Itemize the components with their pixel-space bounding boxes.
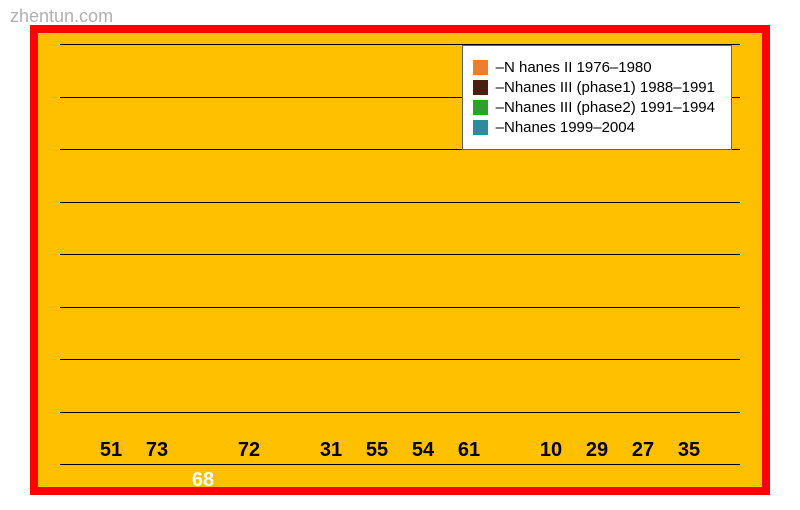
- bar-value-label: 31: [309, 439, 353, 462]
- watermark-text: zhentun.com: [10, 6, 113, 27]
- legend-item: –Nhanes III (phase2) 1991–1994: [473, 99, 715, 116]
- legend-swatch: [473, 120, 488, 135]
- legend-item: –Nhanes 1999–2004: [473, 119, 715, 136]
- legend-label: –Nhanes 1999–2004: [496, 119, 635, 136]
- legend-item: –Nhanes III (phase1) 1988–1991: [473, 79, 715, 96]
- legend-label: –Nhanes III (phase2) 1991–1994: [496, 99, 715, 116]
- bar-value-label: 10: [529, 439, 573, 462]
- bar-value-label: 72: [227, 439, 271, 462]
- legend-swatch: [473, 100, 488, 115]
- bar-value-label: 27: [621, 439, 665, 462]
- bar-value-label: 55: [355, 439, 399, 462]
- legend-box: –N hanes II 1976–1980 –Nhanes III (phase1…: [462, 45, 732, 150]
- bar-value-label: 61: [447, 439, 491, 462]
- legend-swatch: [473, 80, 488, 95]
- legend-item: –N hanes II 1976–1980: [473, 59, 715, 76]
- bar-value-label: 54: [401, 439, 445, 462]
- chart-frame: 51736872 31555461 10292735 –N hanes II 197…: [30, 25, 770, 495]
- legend-label: –Nhanes III (phase1) 1988–1991: [496, 79, 715, 96]
- bar-value-label: 35: [667, 439, 711, 462]
- bar-value-label: 29: [575, 439, 619, 462]
- legend-swatch: [473, 60, 488, 75]
- bar-value-label: 73: [135, 439, 179, 462]
- legend-label: –N hanes II 1976–1980: [496, 59, 652, 76]
- bar-value-label: 51: [89, 439, 133, 462]
- bar-value-label: 68: [181, 469, 225, 492]
